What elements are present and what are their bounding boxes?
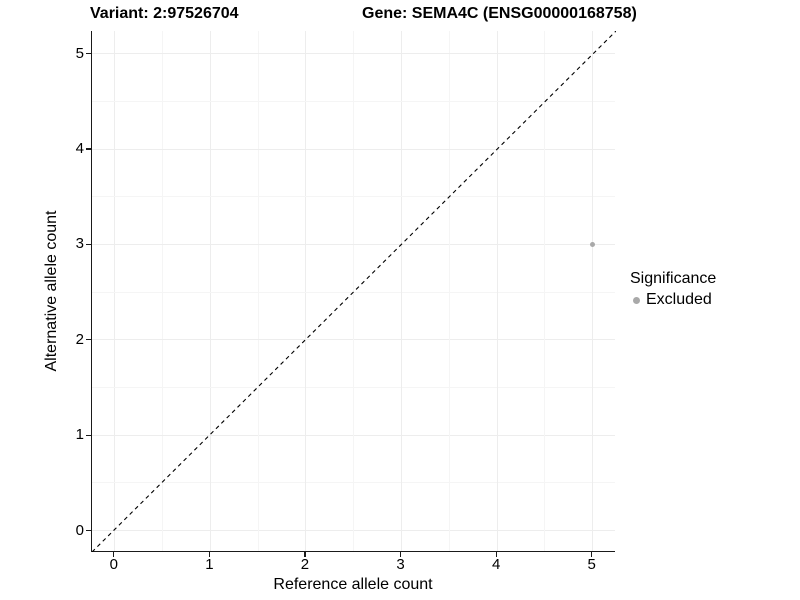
y-tick-mark — [86, 243, 91, 246]
gridline-major-v — [592, 31, 594, 551]
y-tick-mark — [86, 53, 91, 55]
gridline-major-v — [496, 31, 498, 551]
gridline-minor-v — [162, 31, 164, 551]
legend-item-label: Excluded — [646, 291, 712, 308]
gridline-major-v — [114, 31, 116, 551]
gridline-major-h — [92, 53, 615, 55]
data-point-excluded — [590, 241, 596, 247]
y-tick-mark — [86, 148, 91, 150]
y-tick-label: 2 — [75, 330, 84, 348]
x-tick-label: 1 — [205, 556, 214, 573]
plot-panel — [91, 31, 616, 552]
y-tick-label: 4 — [75, 140, 84, 158]
excluded-dot-icon — [633, 296, 640, 304]
gridline-minor-v — [544, 31, 546, 551]
gridline-minor-h — [92, 100, 615, 102]
y-tick-label: 5 — [75, 44, 84, 62]
x-tick-label: 2 — [300, 556, 310, 573]
gridline-minor-v — [353, 31, 355, 551]
legend-title: Significance — [630, 270, 717, 287]
gridline-major-v — [401, 31, 403, 551]
x-axis-title: Reference allele count — [273, 576, 433, 593]
y-tick-label: 3 — [75, 235, 84, 253]
plot-title-variant: Variant: 2:97526704 — [90, 5, 239, 22]
y-tick-mark — [86, 434, 91, 436]
x-tick-mark — [304, 552, 306, 557]
plot-title-gene: Gene: SEMA4C (ENSG00000168758) — [362, 5, 637, 22]
y-tick-mark — [86, 339, 91, 341]
x-tick-mark — [208, 552, 210, 557]
legend: Significance Excluded — [630, 270, 716, 309]
gridline-major-v — [209, 31, 211, 551]
gridline-minor-v — [257, 31, 259, 551]
legend-item-excluded: Excluded — [630, 291, 716, 309]
x-tick-mark — [399, 552, 402, 557]
gridline-minor-h — [92, 196, 615, 198]
x-tick-mark — [591, 552, 593, 557]
y-tick-label: 1 — [75, 426, 84, 444]
gridline-major-h — [92, 148, 615, 150]
x-tick-label: 5 — [587, 556, 596, 573]
x-tick-mark — [113, 552, 115, 557]
y-axis-title: Alternative allele count — [43, 210, 60, 372]
x-tick-label: 3 — [396, 556, 405, 573]
x-tick-label: 0 — [109, 556, 118, 573]
x-tick-label: 4 — [491, 556, 501, 573]
gridline-major-v — [305, 31, 307, 551]
y-tick-label: 0 — [75, 521, 84, 539]
gridline-minor-v — [448, 31, 450, 551]
identity-line — [92, 31, 616, 552]
gridline-major-h — [92, 243, 615, 245]
y-tick-mark — [86, 530, 91, 532]
x-tick-mark — [495, 552, 497, 557]
